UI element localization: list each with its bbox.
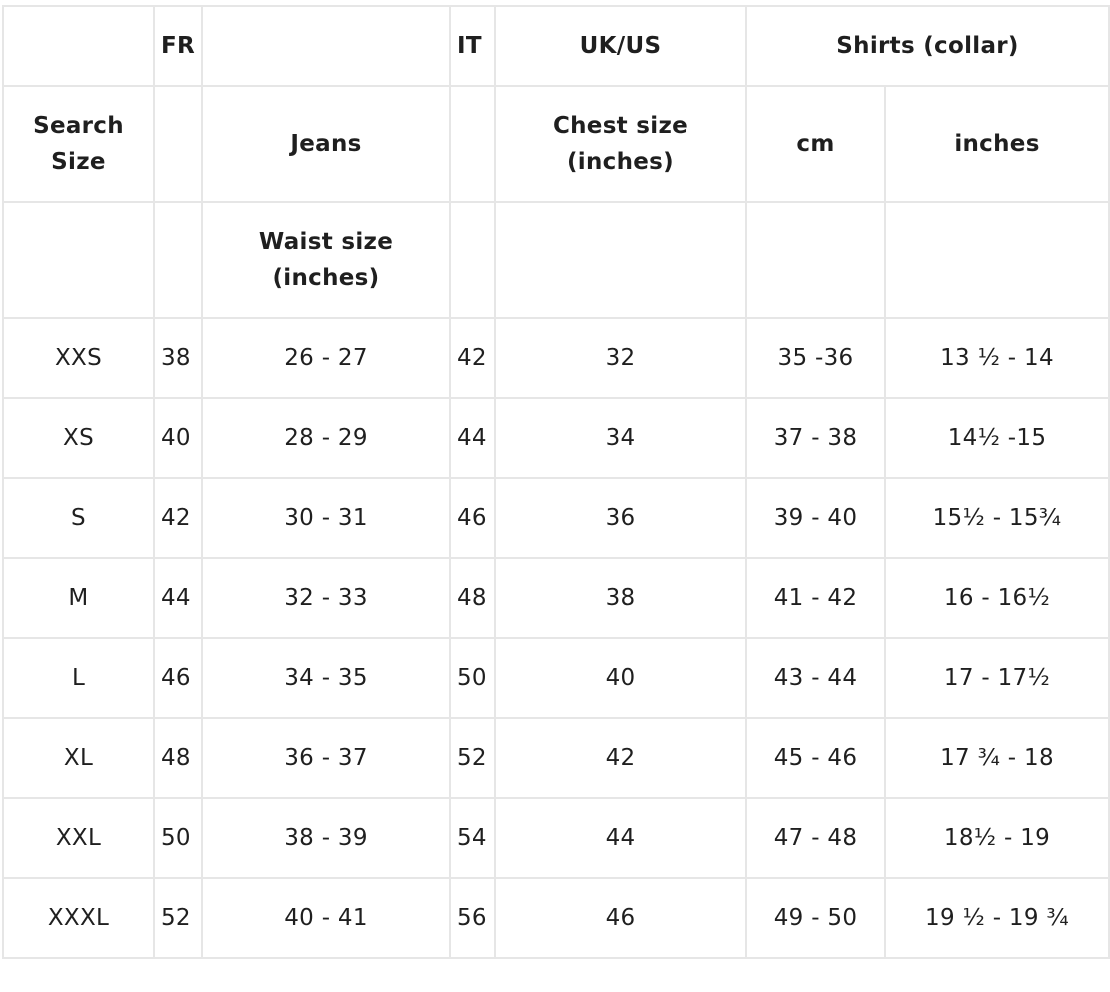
jeans-waist-cell: 26 - 27 xyxy=(201,317,451,399)
it-cell: 44 xyxy=(449,397,496,479)
table-row: XXL 50 38 - 39 54 44 47 - 48 18½ - 19 xyxy=(2,797,1110,879)
size-cell: XL xyxy=(2,717,155,799)
fr-cell: 38 xyxy=(153,317,203,399)
fr-cell: 46 xyxy=(153,637,203,719)
collar-cm-cell: 47 - 48 xyxy=(745,797,886,879)
jeans-waist-cell: 28 - 29 xyxy=(201,397,451,479)
header-waist-line2: (inches) xyxy=(272,265,380,291)
collar-cm-cell: 45 - 46 xyxy=(745,717,886,799)
header-row-3: Waist size (inches) xyxy=(2,201,1110,319)
size-table: FR IT UK/US Shirts (collar) Search Size … xyxy=(2,5,1110,959)
header-chest-line2: (inches) xyxy=(567,149,674,175)
header-empty-cell xyxy=(153,201,203,319)
size-cell: S xyxy=(2,477,155,559)
table-row: XL 48 36 - 37 52 42 45 - 46 17 ¾ - 18 xyxy=(2,717,1110,799)
collar-inches-cell: 19 ½ - 19 ¾ xyxy=(883,877,1110,959)
table-row: XXXL 52 40 - 41 56 46 49 - 50 19 ½ - 19 … xyxy=(2,877,1110,959)
jeans-waist-cell: 36 - 37 xyxy=(201,717,451,799)
collar-cm-cell: 49 - 50 xyxy=(745,877,886,959)
it-cell: 46 xyxy=(449,477,496,559)
header-chest-line1: Chest size xyxy=(552,113,689,139)
collar-cm-cell: 43 - 44 xyxy=(745,637,886,719)
chest-cell: 46 xyxy=(494,877,747,959)
header-empty-cell xyxy=(449,201,496,319)
collar-inches-cell: 16 - 16½ xyxy=(883,557,1110,639)
jeans-waist-cell: 30 - 31 xyxy=(201,477,451,559)
it-cell: 50 xyxy=(449,637,496,719)
chest-cell: 40 xyxy=(494,637,747,719)
header-chest-size: Chest size (inches) xyxy=(494,85,747,203)
header-empty-cell xyxy=(883,201,1110,319)
header-empty-cell xyxy=(153,85,203,203)
collar-inches-cell: 17 - 17½ xyxy=(883,637,1110,719)
collar-inches-cell: 17 ¾ - 18 xyxy=(883,717,1110,799)
table-row: M 44 32 - 33 48 38 41 - 42 16 - 16½ xyxy=(2,557,1110,639)
collar-cm-cell: 41 - 42 xyxy=(745,557,886,639)
fr-cell: 40 xyxy=(153,397,203,479)
table-row: XS 40 28 - 29 44 34 37 - 38 14½ -15 xyxy=(2,397,1110,479)
fr-cell: 50 xyxy=(153,797,203,879)
chest-cell: 44 xyxy=(494,797,747,879)
size-cell: XXS xyxy=(2,317,155,399)
chest-cell: 38 xyxy=(494,557,747,639)
header-shirts-collar: Shirts (collar) xyxy=(744,5,1110,87)
header-waist-size: Waist size (inches) xyxy=(201,201,451,319)
jeans-waist-cell: 38 - 39 xyxy=(201,797,451,879)
size-cell: XS xyxy=(2,397,155,479)
chest-cell: 32 xyxy=(494,317,747,399)
table-row: L 46 34 - 35 50 40 43 - 44 17 - 17½ xyxy=(2,637,1110,719)
header-row-1: FR IT UK/US Shirts (collar) xyxy=(2,5,1110,87)
jeans-waist-cell: 40 - 41 xyxy=(201,877,451,959)
header-cm: cm xyxy=(745,85,886,203)
table-row: S 42 30 - 31 46 36 39 - 40 15½ - 15¾ xyxy=(2,477,1110,559)
header-empty-cell xyxy=(2,201,155,319)
header-empty-cell xyxy=(745,201,886,319)
chest-cell: 36 xyxy=(494,477,747,559)
header-empty-cell xyxy=(201,5,451,87)
collar-inches-cell: 15½ - 15¾ xyxy=(883,477,1110,559)
size-cell: L xyxy=(2,637,155,719)
fr-cell: 48 xyxy=(153,717,203,799)
it-cell: 56 xyxy=(449,877,496,959)
header-it: IT xyxy=(449,5,496,87)
collar-inches-cell: 13 ½ - 14 xyxy=(883,317,1110,399)
collar-inches-cell: 14½ -15 xyxy=(883,397,1110,479)
fr-cell: 44 xyxy=(153,557,203,639)
collar-cm-cell: 35 -36 xyxy=(745,317,886,399)
header-waist-line1: Waist size xyxy=(258,229,394,255)
size-cell: XXXL xyxy=(2,877,155,959)
it-cell: 48 xyxy=(449,557,496,639)
header-row-2: Search Size Jeans Chest size (inches) cm… xyxy=(2,85,1110,203)
header-fr: FR xyxy=(153,5,203,87)
table-row: XXS 38 26 - 27 42 32 35 -36 13 ½ - 14 xyxy=(2,317,1110,399)
it-cell: 52 xyxy=(449,717,496,799)
it-cell: 54 xyxy=(449,797,496,879)
size-cell: XXL xyxy=(2,797,155,879)
collar-cm-cell: 39 - 40 xyxy=(745,477,886,559)
header-jeans: Jeans xyxy=(201,85,451,203)
jeans-waist-cell: 32 - 33 xyxy=(201,557,451,639)
header-inches: inches xyxy=(883,85,1110,203)
header-empty-cell xyxy=(494,201,747,319)
header-empty-cell xyxy=(2,5,155,87)
collar-inches-cell: 18½ - 19 xyxy=(883,797,1110,879)
jeans-waist-cell: 34 - 35 xyxy=(201,637,451,719)
size-cell: M xyxy=(2,557,155,639)
header-empty-cell xyxy=(449,85,496,203)
chest-cell: 34 xyxy=(494,397,747,479)
fr-cell: 52 xyxy=(153,877,203,959)
it-cell: 42 xyxy=(449,317,496,399)
header-uk-us: UK/US xyxy=(494,5,747,87)
collar-cm-cell: 37 - 38 xyxy=(745,397,886,479)
header-search-size: Search Size xyxy=(2,85,155,203)
header-search-size-line1: Search xyxy=(33,113,124,139)
fr-cell: 42 xyxy=(153,477,203,559)
header-search-size-line2: Size xyxy=(51,149,106,175)
chest-cell: 42 xyxy=(494,717,747,799)
